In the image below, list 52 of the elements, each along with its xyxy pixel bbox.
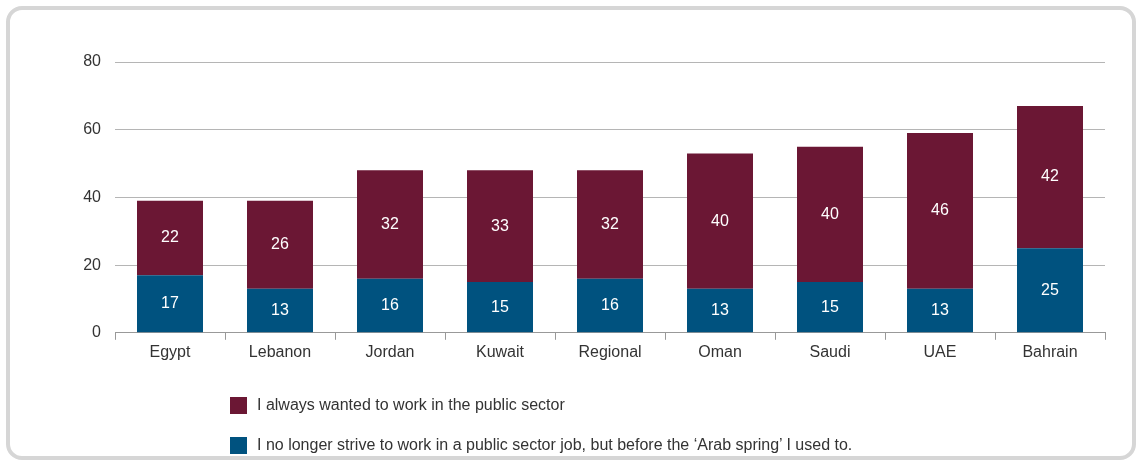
x-tick-label: Regional (578, 342, 642, 360)
y-tick-label: 20 (83, 255, 102, 273)
bar (1017, 106, 1083, 249)
bar (907, 288, 973, 333)
bar (797, 146, 863, 283)
data-label: 13 (711, 300, 729, 318)
data-label: 16 (601, 295, 619, 313)
data-label: 17 (161, 294, 179, 312)
x-tick-label: Lebanon (248, 342, 312, 360)
bar (467, 170, 533, 283)
data-label: 33 (491, 216, 509, 234)
data-label: 32 (601, 214, 619, 232)
x-tick-label: Oman (698, 342, 742, 360)
bar (467, 282, 533, 333)
bar (687, 153, 753, 289)
bar (137, 275, 203, 333)
bar (137, 200, 203, 276)
x-tick-label: Saudi (809, 342, 851, 360)
y-tick-label: 60 (83, 120, 102, 138)
bar (797, 282, 863, 333)
data-label: 13 (931, 300, 949, 318)
data-label: 32 (381, 214, 399, 232)
data-label: 16 (381, 295, 399, 313)
y-tick-label: 80 (83, 52, 102, 70)
data-label: 22 (161, 228, 179, 246)
legend-label: I always wanted to work in the public sector (257, 396, 565, 414)
bar (1017, 248, 1083, 333)
x-tick-label: Egypt (149, 342, 192, 360)
data-label: 42 (1041, 167, 1059, 185)
data-label: 40 (821, 204, 839, 222)
data-label: 15 (491, 297, 509, 315)
bar (247, 288, 313, 333)
bar (247, 200, 313, 289)
data-label: 26 (271, 235, 289, 253)
bar (577, 170, 643, 279)
data-label: 46 (931, 201, 949, 219)
x-tick-label: UAE (923, 342, 957, 360)
data-label: 15 (821, 297, 839, 315)
x-tick-label: Jordan (365, 342, 415, 360)
bar (357, 278, 423, 333)
legend-label: I no longer strive to work in a public sector job, but before the ‘Arab spring’ I used to. (257, 436, 853, 454)
data-label: 25 (1041, 280, 1059, 298)
data-label: 40 (711, 211, 729, 229)
x-tick-label: Kuwait (475, 342, 525, 360)
y-tick-label: 40 (83, 187, 102, 205)
y-tick-label: 0 (92, 323, 102, 341)
x-tick-label: Bahrain (1022, 342, 1078, 360)
bar (907, 133, 973, 289)
bar (357, 170, 423, 279)
bar (687, 288, 753, 333)
bar (577, 278, 643, 333)
data-label: 13 (271, 300, 289, 318)
